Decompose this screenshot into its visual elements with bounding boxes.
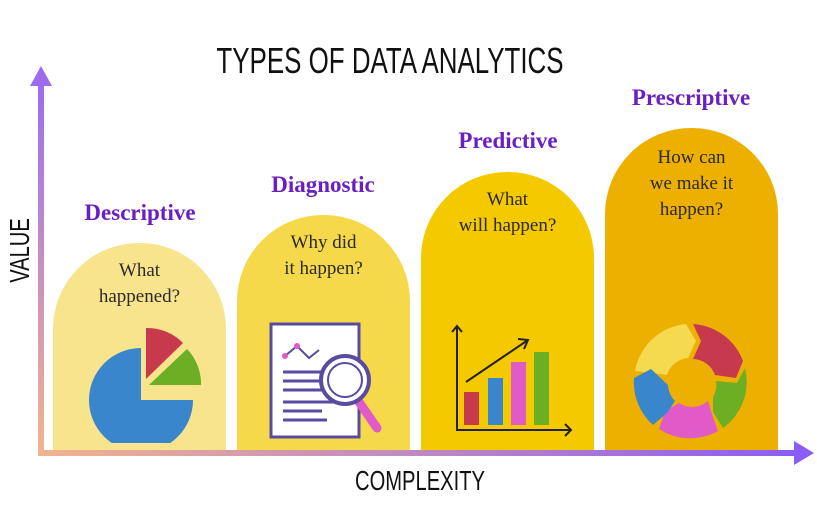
bar-chart-trend-icon [451,324,573,437]
stage-card-prescriptive: How can we make it happen? [605,128,778,450]
pie-chart-icon [89,327,202,443]
cycle-icon [633,324,747,439]
stage-card-diagnostic: Why did it happen? [237,215,410,450]
question-line: happened? [98,286,181,307]
stage-title-diagnostic: Diagnostic [271,172,375,197]
stage-question: What will happen? [421,187,594,239]
question-line: What [486,189,529,210]
question-line: will happen? [458,215,557,236]
stage-card-predictive: What will happen? [421,172,594,450]
x-axis-line [38,450,800,456]
x-axis-arrow-icon [794,441,814,465]
question-line: happen? [659,199,724,220]
y-axis-line [38,80,44,455]
stage-question: How can we make it happen? [605,145,778,223]
question-line: How can [657,147,726,168]
y-axis-label: VALUE [4,218,35,283]
question-line: What [118,260,161,281]
stage-question: Why did it happen? [237,230,410,282]
question-line: it happen? [284,258,363,279]
document-magnifier-icon [269,322,382,439]
question-line: we make it [649,173,734,194]
x-axis-label: COMPLEXITY [355,465,485,496]
stage-title-descriptive: Descriptive [84,200,196,225]
stage-card-descriptive: What happened? [53,243,226,450]
y-axis-arrow-icon [30,66,52,86]
page-title: TYPES OF DATA ANALYTICS [216,40,564,81]
stage-title-predictive: Predictive [458,128,558,153]
stage-title-prescriptive: Prescriptive [631,85,751,110]
stage-question: What happened? [53,258,226,310]
question-line: Why did [290,232,357,253]
